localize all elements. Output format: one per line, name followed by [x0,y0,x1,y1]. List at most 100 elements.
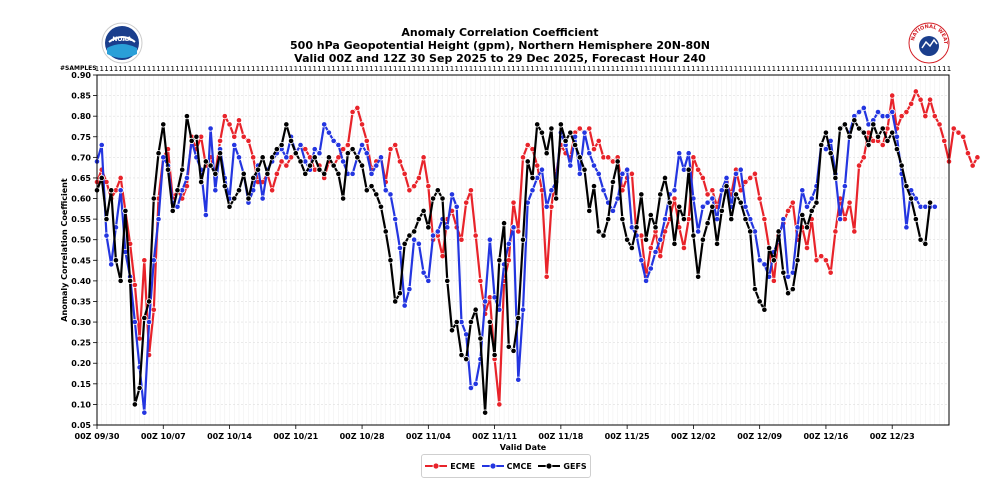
data-point-gefs [486,318,493,326]
data-point-ecme [510,199,517,206]
data-point-gefs [562,137,569,144]
sample-count: 1 [720,65,724,73]
data-point-cmce [131,318,138,326]
data-point-ecme [751,170,759,177]
data-point-gefs [515,314,522,322]
data-point-gefs [340,195,347,202]
y-tick-label: 0.25 [71,339,91,348]
data-point-ecme [150,306,157,313]
data-point-ecme [657,253,664,260]
data-point-cmce [108,261,115,268]
sample-count: 1 [748,65,752,73]
data-point-gefs [472,306,479,313]
sample-count: 1 [204,65,208,73]
data-point-ecme [690,154,697,161]
sample-count: 1 [634,65,638,73]
data-point-gefs [846,133,853,140]
data-point-cmce [609,207,617,214]
data-point-gefs [874,133,882,140]
sample-count: 1 [360,65,364,73]
sample-count: 1 [885,65,889,73]
y-tick-label: 0.85 [71,92,91,101]
data-point-gefs [908,195,915,202]
data-point-cmce [453,203,460,210]
data-point-cmce [884,113,891,120]
data-point-ecme [226,121,233,128]
sample-count: 1 [152,65,156,73]
data-point-gefs [822,129,830,136]
data-point-gefs [865,141,872,149]
data-point-cmce [98,141,105,149]
data-point-gefs [425,224,432,231]
data-point-gefs [448,327,456,334]
data-point-ecme [628,170,635,177]
data-point-gefs [122,207,129,214]
sample-count: 1 [374,65,378,73]
sample-count: 1 [322,65,326,73]
sample-count: 1 [194,65,198,73]
sample-count: 1 [762,65,766,73]
data-point-cmce [903,224,910,231]
data-point-ecme [519,154,527,161]
sample-count: 1 [639,65,643,73]
sample-count: 1 [402,65,406,73]
sample-count: 1 [180,65,184,73]
data-point-gefs [519,236,527,243]
sample-count: 1 [667,65,671,73]
data-point-gefs [273,146,280,153]
sample-count: 1 [696,65,700,73]
data-point-ecme [889,92,896,99]
sample-count: 1 [549,65,553,73]
data-point-gefs [903,183,910,190]
sample-count: 1 [298,65,302,73]
data-point-cmce [429,232,437,239]
sample-count: 1 [241,65,245,73]
sample-count: 1 [497,65,501,73]
data-point-cmce [411,236,418,243]
sample-count: 1 [459,65,463,73]
data-point-gefs [458,351,465,359]
y-tick-label: 0.65 [71,174,91,183]
x-tick-label: 00Z 12/23 [870,432,915,441]
legend-item-ecme: ECME [425,461,475,471]
x-tick-label: 00Z 12/09 [737,432,782,441]
data-point-ecme [699,174,706,182]
data-point-cmce [392,216,399,223]
data-point-cmce [652,248,659,256]
legend-item-cmce: CMCE [481,461,532,471]
sample-count: 1 [800,65,804,73]
legend-item-gefs: GEFS [538,461,587,471]
data-point-gefs [557,121,564,128]
data-point-ecme [543,273,550,280]
sample-count: 1 [625,65,629,73]
sample-count: 1 [284,65,288,73]
sample-count: 1 [454,65,458,73]
data-point-gefs [420,207,427,214]
x-tick-label: 00Z 10/14 [207,432,252,441]
data-point-gefs [411,228,418,235]
data-point-cmce [855,108,863,116]
data-point-gefs [302,170,309,177]
chart-legend: ECME CMCE GEFS [421,454,591,478]
data-point-ecme [680,244,688,252]
y-tick-label: 0.60 [71,195,91,204]
data-point-gefs [808,207,815,214]
data-point-cmce [377,154,385,161]
data-point-gefs [510,347,517,354]
data-point-gefs [160,121,167,128]
data-point-ecme [813,257,820,264]
data-point-cmce [340,158,347,165]
data-point-ecme [926,96,934,103]
data-point-ecme [761,216,768,223]
data-point-gefs [131,401,138,408]
data-point-gefs [321,170,328,177]
data-point-gefs [657,191,664,198]
data-point-gefs [803,224,811,231]
sample-count: 1 [743,65,747,73]
sample-count: 1 [904,65,908,73]
data-point-cmce [283,154,290,161]
data-point-gefs [193,133,200,140]
sample-count: 1 [573,65,577,73]
sample-count: 1 [866,65,870,73]
sample-count: 1 [942,65,946,73]
